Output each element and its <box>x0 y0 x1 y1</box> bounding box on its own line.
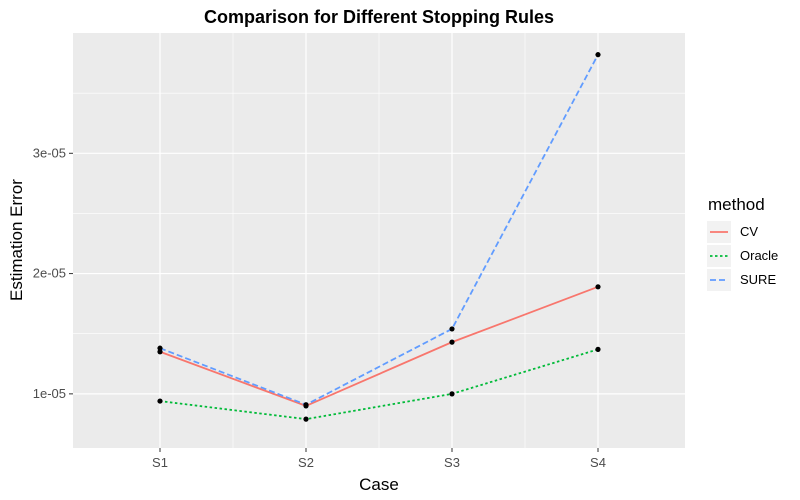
y-tick-label: 1e-05 <box>33 386 66 401</box>
series-line-cv <box>159 285 599 407</box>
legend: method CV Oracle SURE <box>707 195 778 291</box>
data-point-cv <box>595 284 601 290</box>
x-axis-title: Case <box>359 475 399 494</box>
data-point-oracle <box>303 416 309 422</box>
legend-label-sure: SURE <box>740 272 776 287</box>
legend-key-oracle <box>707 245 731 267</box>
legend-title: method <box>708 195 765 214</box>
x-tick-label: S4 <box>590 455 606 470</box>
legend-items: CV Oracle SURE <box>707 221 778 291</box>
x-tick-label: S3 <box>444 455 460 470</box>
chart-title: Comparison for Different Stopping Rules <box>204 7 554 27</box>
y-tick-label: 2e-05 <box>33 266 66 281</box>
data-point-sure <box>303 402 309 408</box>
x-tick-label: S1 <box>152 455 168 470</box>
y-axis-title: Estimation Error <box>7 179 26 301</box>
y-tick-label: 3e-05 <box>33 145 66 160</box>
data-point-sure <box>449 326 455 332</box>
data-point-oracle <box>595 346 601 352</box>
data-point-cv <box>157 349 163 355</box>
series-line-oracle <box>159 348 599 421</box>
data-points <box>157 52 601 422</box>
data-point-sure <box>595 52 601 58</box>
data-point-sure <box>157 345 163 351</box>
axes: 1e-05 2e-05 3e-05 S1 S2 S3 S4 <box>33 145 606 470</box>
data-point-cv <box>449 339 455 345</box>
grid-lines <box>73 33 685 448</box>
series-lines <box>159 54 599 421</box>
data-point-oracle <box>157 398 163 404</box>
data-point-oracle <box>449 391 455 397</box>
x-tick-label: S2 <box>298 455 314 470</box>
legend-label-oracle: Oracle <box>740 248 778 263</box>
series-line-sure <box>159 54 599 406</box>
legend-label-cv: CV <box>740 224 758 239</box>
